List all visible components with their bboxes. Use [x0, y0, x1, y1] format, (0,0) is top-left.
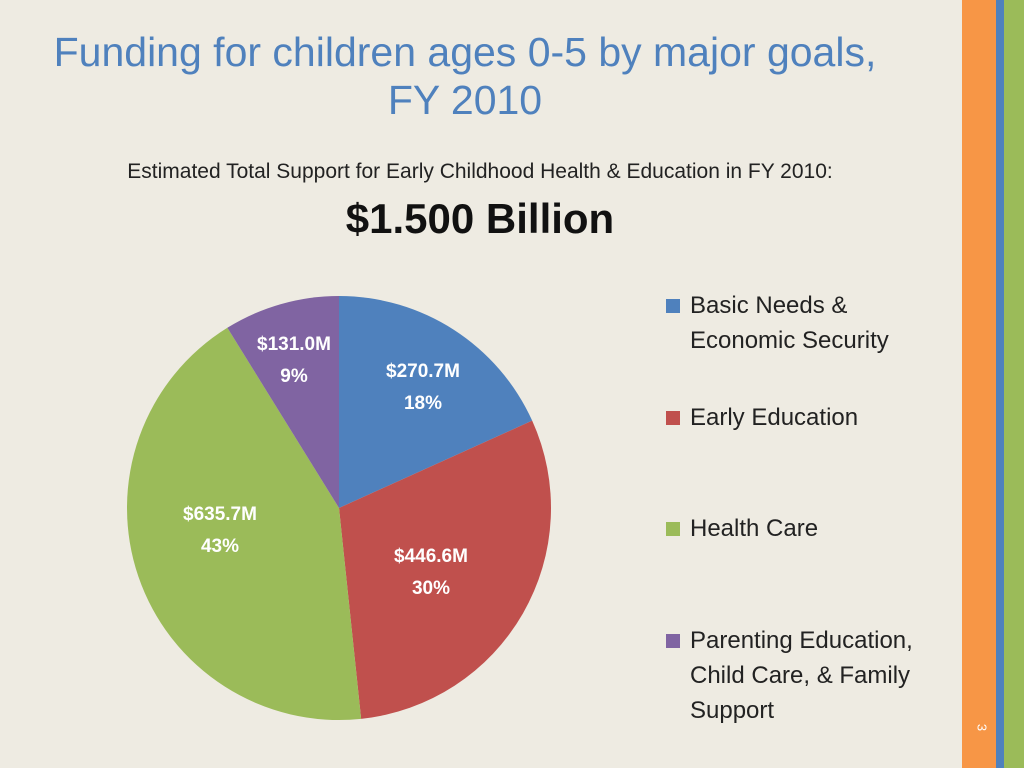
legend-item-parenting: Parenting Education, Child Care, & Famil… [666, 623, 956, 728]
legend-label: Parenting Education, [690, 627, 913, 654]
slice-percent-label: 18% [404, 393, 442, 414]
slide-title: Funding for children ages 0-5 by major g… [53, 29, 877, 123]
pie-slice-early-education [339, 420, 552, 719]
pie-slice-health-care [126, 327, 362, 720]
total-amount: $1.500 Billion [345, 195, 615, 242]
legend-swatch [666, 522, 680, 536]
legend-label: Child Care, & Family [690, 662, 911, 689]
legend-swatch [666, 634, 680, 648]
slice-percent-label: 30% [412, 578, 450, 599]
slice-percent-label: 9% [280, 366, 308, 387]
legend-item-health-care: Health Care [666, 511, 956, 546]
slice-percent-label: 43% [201, 536, 239, 557]
pie-slice-basic-needs [339, 296, 533, 508]
slide-number: 3 [974, 723, 990, 732]
slice-value-label: $446.6M [394, 546, 468, 567]
subtitle: Estimated Total Support for Early Childh… [127, 160, 833, 183]
legend-swatch [666, 411, 680, 425]
pie-slice-parenting [227, 296, 339, 508]
legend-swatch [666, 299, 680, 313]
legend-item-basic-needs: Basic Needs & Economic Security [666, 288, 956, 358]
legend-label: Economic Security [690, 327, 889, 354]
legend-item-early-education: Early Education [666, 400, 956, 435]
legend-label: Support [690, 697, 775, 724]
legend-label: Early Education [690, 404, 859, 431]
sidebar-stripe-green [1004, 0, 1024, 768]
legend-label: Health Care [690, 515, 819, 542]
slice-value-label: $635.7M [183, 504, 257, 525]
slice-value-label: $270.7M [386, 361, 460, 382]
legend-label: Basic Needs & [690, 292, 848, 319]
sidebar-stripe-orange [962, 0, 996, 768]
sidebar-stripe-blue [996, 0, 1004, 768]
pie-chart: $270.7M 18% $446.6M 30% $635.7M 43% $131.0M 9% [126, 296, 552, 720]
slice-value-label: $131.0M [257, 334, 331, 355]
